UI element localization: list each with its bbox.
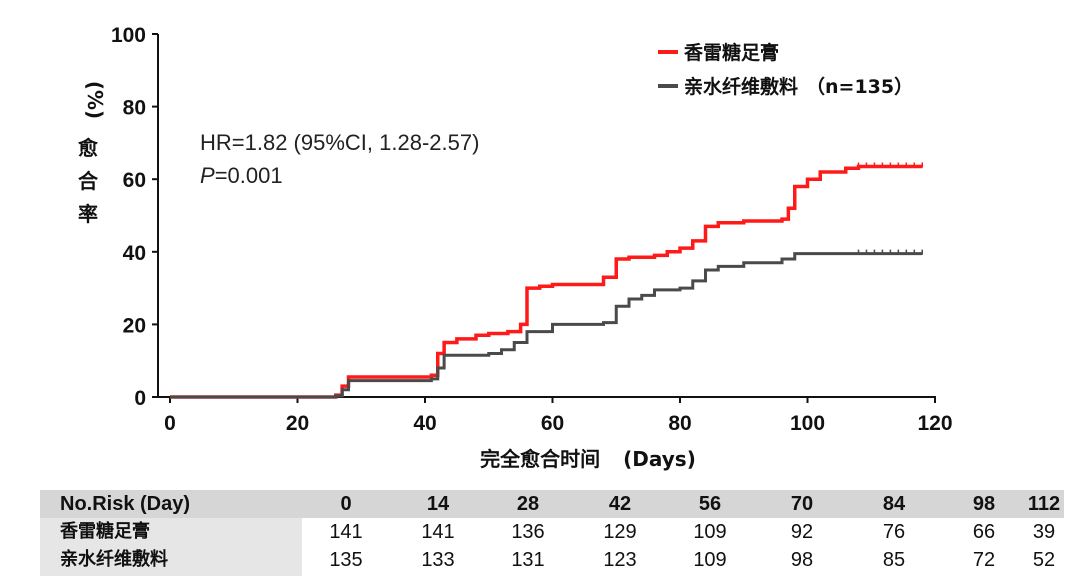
y-axis-label-char-3: 率: [78, 202, 98, 226]
risk-cell: 76: [882, 521, 906, 543]
p-italic: P: [200, 163, 215, 188]
y-ticks: 0 20 40 60 80 100: [111, 24, 158, 410]
y-tick-label: 40: [123, 242, 146, 265]
y-tick-label: 80: [123, 97, 146, 120]
risk-cell: 141: [421, 521, 455, 543]
risk-cell: 141: [329, 521, 363, 543]
y-axis-label-char-2: 合: [78, 169, 99, 193]
risk-cell: 135: [329, 549, 363, 571]
risk-header-day: 28: [516, 493, 540, 515]
series-line-hydrofiber: [170, 252, 923, 399]
risk-header-day: 98: [972, 493, 996, 515]
risk-cell: 123: [603, 549, 637, 571]
risk-header-day: 84: [882, 493, 906, 515]
risk-cell: 92: [790, 521, 814, 543]
risk-header-day: 70: [790, 493, 814, 515]
risk-cell: 85: [882, 549, 906, 571]
y-axis-label-char-1: 愈: [77, 136, 99, 160]
risk-header-day: 42: [608, 493, 632, 515]
risk-cell: 136: [511, 521, 545, 543]
risk-cell: 72: [972, 549, 996, 571]
risk-header-day: 14: [426, 493, 450, 515]
x-axis-label-cn: 完全愈合时间: [480, 447, 600, 471]
x-tick-label: 60: [541, 412, 564, 435]
x-axis-label: 完全愈合时间 (Days): [480, 447, 696, 471]
legend: 香雷糖足膏 亲水纤维敷料 （n=135）: [658, 41, 913, 98]
p-value: =0.001: [215, 163, 283, 188]
risk-cell: 133: [421, 549, 455, 571]
y-tick-label: 100: [111, 24, 146, 47]
x-tick-label: 100: [790, 412, 825, 435]
y-axis-unit: (%): [83, 81, 107, 119]
x-tick-label: 80: [668, 412, 691, 435]
risk-cell: 109: [693, 549, 727, 571]
risk-header-day: 0: [340, 493, 352, 515]
y-tick-label: 20: [123, 314, 146, 337]
km-chart: 0 20 40 60 80 100 0 20 40 60 80 100 120 (%) 愈 合 率 完…: [77, 24, 953, 471]
risk-table-label-bg: [40, 518, 302, 576]
y-tick-label: 0: [134, 387, 146, 410]
x-ticks: 0 20 40 60 80 100 120: [164, 397, 953, 435]
risk-header-day: 112: [1027, 493, 1061, 515]
risk-cell: 109: [693, 521, 727, 543]
risk-header-day: 56: [698, 493, 722, 515]
risk-table: No.Risk (Day) 香雷糖足膏 亲水纤维敷料 0 14 28 42 56 70 84…: [40, 486, 1064, 578]
risk-cell: 131: [511, 549, 545, 571]
y-tick-label: 60: [123, 169, 146, 192]
x-tick-label: 0: [164, 412, 176, 435]
risk-cell: 66: [972, 521, 996, 543]
series-line-xianglei: [170, 164, 923, 399]
risk-row-label-hydrofiber: 亲水纤维敷料: [60, 549, 168, 570]
x-tick-label: 120: [917, 412, 952, 435]
series-layer: [170, 162, 923, 399]
x-axis-label-en: (Days): [623, 447, 696, 471]
risk-table-header-bg: [40, 490, 1064, 518]
legend-label-xianglei: 香雷糖足膏: [683, 41, 779, 64]
risk-table-header-label: No.Risk (Day): [60, 493, 191, 515]
p-annotation: P=0.001: [200, 163, 283, 188]
risk-cell: 129: [603, 521, 637, 543]
hr-annotation: HR=1.82 (95%CI, 1.28-2.57): [200, 130, 479, 155]
risk-row-label-xianglei: 香雷糖足膏: [60, 521, 150, 542]
x-tick-label: 40: [413, 412, 436, 435]
legend-label-hydrofiber: 亲水纤维敷料 （n=135）: [684, 75, 913, 98]
risk-cell: 52: [1032, 549, 1056, 571]
risk-cell: 39: [1032, 521, 1056, 543]
x-tick-label: 20: [286, 412, 309, 435]
risk-cell: 98: [790, 549, 814, 571]
